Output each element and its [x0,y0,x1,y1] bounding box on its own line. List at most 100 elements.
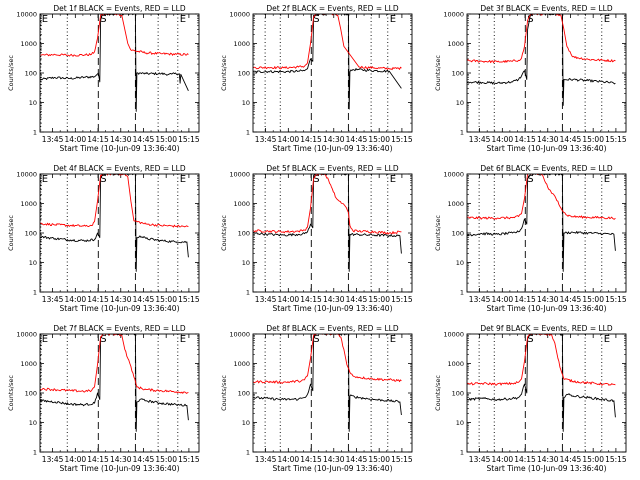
series-group [40,174,189,272]
marker-label: S [313,14,319,25]
y-tick-label: 100 [25,230,37,238]
panel-title: Det 8f BLACK = Events, RED = LLD [266,324,399,333]
x-tick-label: 13:45 [469,295,491,304]
y-tick-label: 10000 [16,331,37,339]
lld-series-line [253,174,402,235]
y-tick-label: 10 [29,419,37,427]
x-tick-label: 14:30 [110,455,132,464]
series-group [467,14,616,106]
marker-label: S [527,174,533,185]
x-tick-label: 14:15 [300,455,322,464]
marker-label: E [180,334,186,345]
detector-panel: Det 2f BLACK = Events, RED = LLD Counts/s… [220,4,413,153]
y-tick-label: 1000 [447,360,464,368]
x-axis-label: Start Time (10-Jun-09 13:36:40) [273,464,393,473]
marker-label: E [180,14,186,25]
x-tick-label: 15:00 [155,455,177,464]
x-tick-label: 14:15 [300,295,322,304]
y-tick-label: 10000 [16,171,37,179]
panel-title: Det 5f BLACK = Events, RED = LLD [266,164,399,173]
marker-label: S [527,14,533,25]
events-series-line [467,14,616,106]
y-tick-label: 1 [33,289,37,297]
x-axis-label: Start Time (10-Jun-09 13:36:40) [60,144,180,153]
events-series-line [253,14,402,110]
x-axis-label: Start Time (10-Jun-09 13:36:40) [60,464,180,473]
x-axis-label: Start Time (10-Jun-09 13:36:40) [487,304,607,313]
lld-series-line [40,334,189,394]
lld-series-line [40,14,189,57]
detector-panel: Det 7f BLACK = Events, RED = LLD Counts/s… [7,324,200,473]
y-tick-label: 10 [242,99,250,107]
y-axis-label: Counts/sec [434,375,442,411]
events-series-line [253,174,402,272]
x-tick-label: 13:45 [255,295,277,304]
x-tick-label: 15:00 [155,135,177,144]
x-axis-label: Start Time (10-Jun-09 13:36:40) [60,304,180,313]
y-tick-label: 1000 [233,360,250,368]
x-tick-label: 15:15 [605,455,627,464]
marker-label: E [390,14,396,25]
events-series-line [40,14,189,112]
y-axis-label: Counts/sec [220,55,228,91]
plot-frame [252,173,413,293]
plot-frame [466,13,627,133]
x-tick-label: 14:15 [300,135,322,144]
detector-panel: Det 1f BLACK = Events, RED = LLD Counts/s… [7,4,200,153]
plot-frame [39,13,200,133]
y-tick-label: 100 [238,230,250,238]
x-tick-label: 14:45 [133,295,155,304]
lld-series-line [467,14,616,64]
y-tick-label: 100 [452,230,464,238]
y-axis-label: Counts/sec [220,215,228,251]
y-axis-label: Counts/sec [434,215,442,251]
x-tick-label: 15:00 [582,135,604,144]
x-tick-label: 13:45 [255,455,277,464]
y-tick-label: 10000 [443,171,464,179]
y-tick-label: 1000 [233,40,250,48]
y-tick-label: 1 [246,449,250,457]
plot-frame [252,333,413,453]
lld-series-line [253,334,402,384]
y-tick-label: 1 [246,129,250,137]
y-tick-label: 10000 [229,331,250,339]
y-tick-label: 10000 [16,11,37,19]
events-series-line [467,174,616,272]
x-tick-label: 14:45 [560,135,582,144]
y-tick-label: 10 [456,419,464,427]
plot-frame [252,13,413,133]
marker-label: E [604,14,610,25]
detector-panel: Det 3f BLACK = Events, RED = LLD Counts/s… [434,4,627,153]
x-tick-label: 14:00 [278,135,300,144]
y-tick-label: 10 [29,259,37,267]
x-tick-label: 13:45 [42,295,64,304]
detector-panel: Det 4f BLACK = Events, RED = LLD Counts/s… [7,164,200,313]
x-tick-label: 13:45 [469,455,491,464]
events-series-line [40,334,189,432]
y-tick-label: 1000 [20,200,37,208]
x-tick-label: 14:45 [560,455,582,464]
panel-title: Det 2f BLACK = Events, RED = LLD [266,4,399,13]
x-tick-label: 14:15 [514,295,536,304]
marker-label: S [100,14,106,25]
x-tick-label: 14:45 [346,455,368,464]
x-tick-label: 14:15 [514,455,536,464]
series-group [40,14,189,112]
x-tick-label: 14:15 [87,135,109,144]
detector-panel: Det 5f BLACK = Events, RED = LLD Counts/s… [220,164,413,313]
x-axis-label: Start Time (10-Jun-09 13:36:40) [273,304,393,313]
marker-label: E [42,334,48,345]
y-tick-label: 1 [460,289,464,297]
y-tick-label: 10 [242,259,250,267]
x-tick-label: 14:00 [492,295,514,304]
y-tick-label: 1000 [447,40,464,48]
x-tick-label: 14:15 [514,135,536,144]
x-tick-label: 15:00 [368,135,390,144]
x-tick-label: 15:15 [178,455,200,464]
marker-label: E [604,334,610,345]
x-axis-label: Start Time (10-Jun-09 13:36:40) [487,144,607,153]
x-tick-label: 15:15 [605,295,627,304]
x-tick-label: 15:15 [605,135,627,144]
detector-panel: Det 6f BLACK = Events, RED = LLD Counts/s… [434,164,627,313]
